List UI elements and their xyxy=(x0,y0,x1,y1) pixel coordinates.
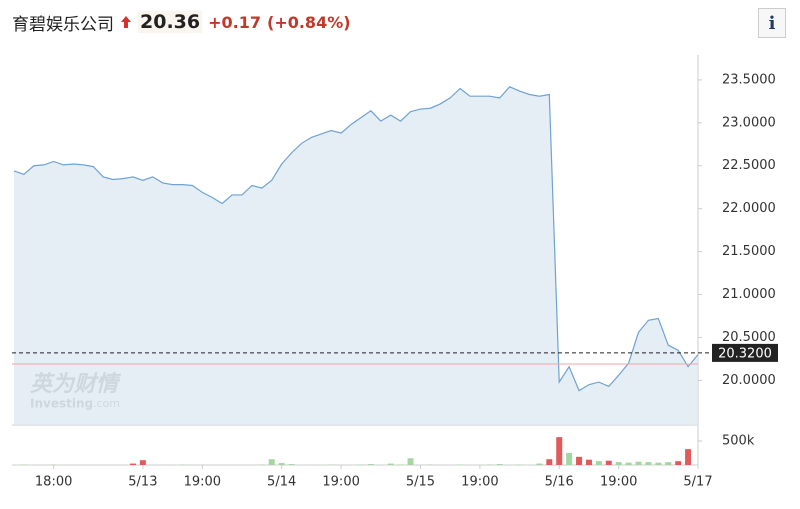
volume-bar xyxy=(139,460,146,465)
y-tick-label: 22.5000 xyxy=(722,158,776,173)
y-tick-label: 22.0000 xyxy=(722,201,776,216)
volume-bar xyxy=(625,462,632,465)
y-tick-label: 23.5000 xyxy=(722,72,776,87)
volume-bar xyxy=(496,464,503,465)
volume-bar xyxy=(595,461,602,465)
volume-tick-label: 500k xyxy=(722,433,755,448)
volume-bar xyxy=(288,464,295,465)
volume-bar xyxy=(387,463,394,465)
volume-bar xyxy=(645,462,652,465)
y-tick-label: 23.0000 xyxy=(722,115,776,130)
up-arrow xyxy=(121,16,131,28)
volume-bar xyxy=(605,460,612,465)
volume-bar xyxy=(615,462,622,465)
volume-bar xyxy=(576,456,583,465)
x-tick-label: 5/15 xyxy=(406,475,435,490)
change: +0.17 xyxy=(208,12,261,32)
volume-bar xyxy=(635,461,642,465)
volume-bar xyxy=(566,452,573,465)
x-tick-label: 19:00 xyxy=(322,475,359,490)
y-tick-label: 21.0000 xyxy=(722,287,776,302)
y-tick-label: 20.5000 xyxy=(722,330,776,345)
x-tick-label: 19:00 xyxy=(600,475,637,490)
price: 20.36 xyxy=(138,11,203,33)
x-tick-label: 5/16 xyxy=(545,475,574,490)
x-tick-label: 19:00 xyxy=(184,475,221,490)
change-pct: (+0.84%) xyxy=(267,12,351,32)
price-line xyxy=(13,86,699,392)
volume-bar xyxy=(585,459,592,465)
volume-bar xyxy=(278,463,285,465)
volume-bar xyxy=(407,458,414,465)
volume-bar xyxy=(556,437,563,465)
x-tick-label: 18:00 xyxy=(35,475,72,490)
last-price-box xyxy=(712,343,778,362)
volume-bar xyxy=(536,463,543,465)
volume-bar xyxy=(546,459,553,465)
volume-bar xyxy=(665,462,672,465)
volume-bar xyxy=(655,462,662,465)
volume-bar xyxy=(129,463,136,465)
x-tick-label: 19:00 xyxy=(461,475,498,490)
volume-bar xyxy=(675,461,682,465)
header: 育碧娱乐公司 20.36 +0.17 (+0.84%) xyxy=(12,8,351,36)
stock-name: 育碧娱乐公司 xyxy=(12,14,114,35)
info-button[interactable]: i xyxy=(758,8,786,38)
y-tick-label: 20.0000 xyxy=(722,373,776,388)
price-area xyxy=(14,86,698,426)
x-tick-label: 5/17 xyxy=(683,475,712,490)
volume-bar xyxy=(268,459,275,465)
x-tick-label: 5/14 xyxy=(267,475,296,490)
last-price-label: 20.3200 xyxy=(718,346,772,361)
x-tick-label: 5/13 xyxy=(128,475,157,490)
volume-bar xyxy=(685,449,692,465)
volume-bar xyxy=(367,464,374,465)
y-tick-label: 21.5000 xyxy=(722,244,776,259)
